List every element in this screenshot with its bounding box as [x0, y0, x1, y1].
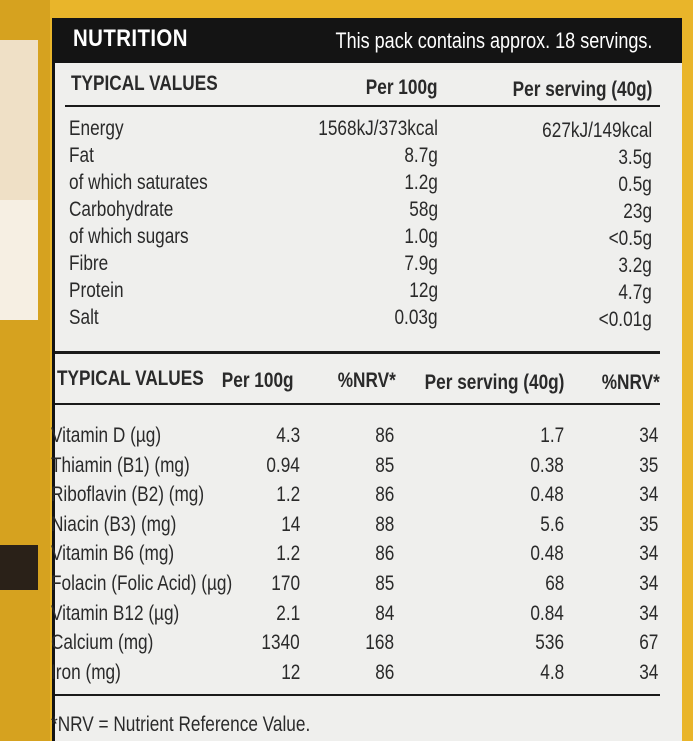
nutrient-name: Energy [69, 117, 124, 140]
nrv-per-serving: 35 [638, 512, 658, 536]
value-per-100g: 1.2 [276, 542, 300, 566]
nutrient-name: of which sugars [69, 225, 189, 248]
nutrient-name: Fat [69, 144, 94, 167]
nrv-per-serving: 34 [638, 601, 658, 625]
nrv-per-serving: 34 [638, 424, 658, 447]
nutrition-panel: NUTRITION This pack contains approx. 18 … [51, 18, 682, 741]
value-per-serving: <0.01g [598, 308, 652, 331]
vitamin-name: Folacin (Folic Acid) (µg) [51, 572, 233, 595]
nrv-per-serving: 34 [638, 572, 658, 595]
value-per-serving: 68 [544, 572, 564, 595]
column-header: TYPICAL VALUES [57, 367, 204, 390]
column-header: Per 100g [366, 76, 438, 99]
background-strip [0, 200, 38, 320]
vitamin-name: Iron (mg) [51, 660, 121, 684]
value-per-serving: <0.5g [608, 227, 652, 250]
value-per-100g: 1568kJ/373kcal [318, 117, 438, 140]
nrv-per-100g: 86 [374, 660, 394, 684]
nrv-per-100g: 86 [374, 542, 394, 566]
nrv-per-serving: 34 [638, 542, 658, 566]
value-per-100g: 0.03g [394, 306, 438, 329]
value-per-100g: 1.0g [404, 225, 438, 248]
value-per-serving: 23g [623, 200, 652, 223]
column-header: %NRV* [337, 369, 396, 392]
value-per-serving: 1.7 [540, 424, 564, 447]
background-packaging [0, 0, 50, 741]
servings-text: This pack contains approx. 18 servings. [335, 28, 652, 53]
nrv-per-100g: 168 [365, 631, 394, 655]
nrv-per-100g: 86 [374, 424, 394, 447]
divider [55, 403, 660, 405]
nrv-per-100g: 85 [374, 453, 394, 477]
nutrient-name: Fibre [69, 252, 109, 275]
nrv-per-serving: 67 [638, 631, 658, 655]
value-per-serving: 3.5g [618, 146, 652, 169]
value-per-serving: 0.5g [618, 173, 652, 196]
nrv-per-100g: 88 [374, 512, 394, 536]
background-strip [0, 545, 38, 590]
vitamin-name: Thiamin (B1) (mg) [51, 453, 190, 477]
vitamin-name: Vitamin B6 (mg) [51, 542, 175, 566]
nutrition-header: NUTRITION This pack contains approx. 18 … [55, 18, 682, 63]
nutrient-name: of which saturates [69, 171, 208, 194]
divider [55, 694, 660, 696]
nutrient-name: Protein [69, 279, 124, 302]
nrv-per-100g: 85 [374, 572, 394, 595]
divider [65, 105, 660, 107]
value-per-100g: 1340 [261, 631, 300, 655]
nutrient-name: Carbohydrate [69, 198, 174, 221]
column-header: Per serving (40g) [424, 371, 564, 394]
value-per-serving: 4.7g [618, 281, 652, 304]
vitamin-name: Niacin (B3) (mg) [51, 512, 177, 536]
value-per-100g: 12 [280, 660, 300, 684]
header-title: NUTRITION [73, 25, 188, 52]
nrv-per-100g: 86 [374, 483, 394, 507]
value-per-serving: 536 [535, 631, 564, 655]
value-per-100g: 1.2g [404, 171, 438, 194]
value-per-100g: 58g [409, 198, 438, 221]
value-per-100g: 170 [271, 572, 300, 595]
value-per-100g: 1.2 [276, 483, 300, 507]
column-header: Per 100g [222, 369, 294, 392]
value-per-100g: 12g [409, 279, 438, 302]
value-per-100g: 4.3 [276, 424, 300, 447]
footnote: *NRV = Nutrient Reference Value. [51, 713, 311, 736]
column-header: TYPICAL VALUES [71, 72, 218, 95]
value-per-serving: 4.8 [540, 660, 564, 684]
value-per-100g: 2.1 [276, 601, 300, 625]
vitamin-name: Riboflavin (B2) (mg) [51, 483, 205, 507]
nutrient-name: Salt [69, 306, 99, 329]
value-per-100g: 7.9g [404, 252, 438, 275]
value-per-100g: 14 [280, 512, 300, 536]
value-per-100g: 0.94 [266, 453, 300, 477]
divider [55, 351, 660, 354]
value-per-serving: 0.38 [530, 453, 564, 477]
background-strip [0, 40, 38, 200]
column-header: Per serving (40g) [512, 78, 652, 101]
vitamin-name: Vitamin D (µg) [51, 424, 162, 447]
nrv-per-serving: 34 [638, 660, 658, 684]
value-per-serving: 3.2g [618, 254, 652, 277]
nrv-per-serving: 35 [638, 453, 658, 477]
value-per-serving: 0.48 [530, 542, 564, 566]
value-per-serving: 5.6 [540, 512, 564, 536]
value-per-serving: 0.48 [530, 483, 564, 507]
nrv-per-100g: 84 [374, 601, 394, 625]
column-header: %NRV* [601, 371, 660, 394]
vitamin-name: Calcium (mg) [51, 631, 154, 655]
vitamin-name: Vitamin B12 (µg) [51, 601, 180, 625]
nrv-per-serving: 34 [638, 483, 658, 507]
value-per-serving: 0.84 [530, 601, 564, 625]
value-per-100g: 8.7g [404, 144, 438, 167]
value-per-serving: 627kJ/149kcal [541, 119, 652, 142]
